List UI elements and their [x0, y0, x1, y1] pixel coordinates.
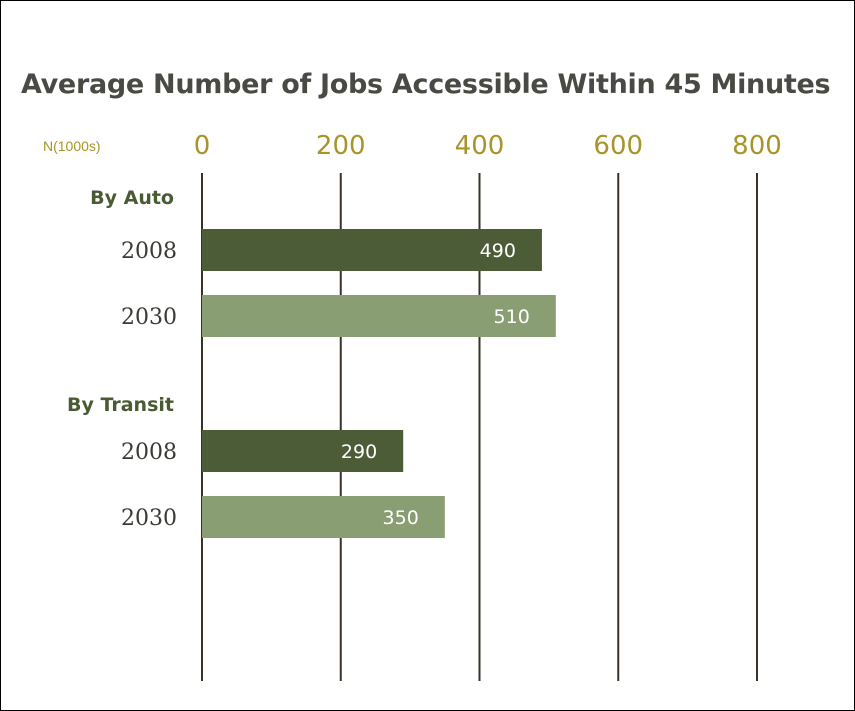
x-tick-label-200: 200 [316, 131, 366, 161]
bar-value-label-auto-2008: 490 [480, 240, 516, 262]
x-tick-label-600: 600 [593, 131, 643, 161]
bar-value-label-auto-2030: 510 [494, 306, 530, 328]
bar-auto-2008 [202, 229, 542, 271]
bar-category-label-auto-2008: 2008 [121, 239, 177, 264]
bar-value-label-transit-2008: 290 [341, 441, 377, 463]
group-label-auto: By Auto [90, 187, 174, 209]
x-tick-label-800: 800 [732, 131, 782, 161]
bar-category-label-transit-2030: 2030 [121, 506, 177, 531]
bar-auto-2030 [202, 295, 556, 337]
bar-category-label-transit-2008: 2008 [121, 440, 177, 465]
x-tick-label-400: 400 [455, 131, 505, 161]
bar-category-label-auto-2030: 2030 [121, 305, 177, 330]
chart-title: Average Number of Jobs Accessible Within… [21, 69, 831, 100]
group-label-transit: By Transit [67, 394, 174, 416]
axis-unit-label: N(1000s) [43, 138, 101, 154]
bar-transit-2030 [202, 496, 445, 538]
x-tick-label-0: 0 [194, 131, 211, 161]
bar-value-label-transit-2030: 350 [383, 507, 419, 529]
bar-transit-2008 [202, 430, 404, 472]
